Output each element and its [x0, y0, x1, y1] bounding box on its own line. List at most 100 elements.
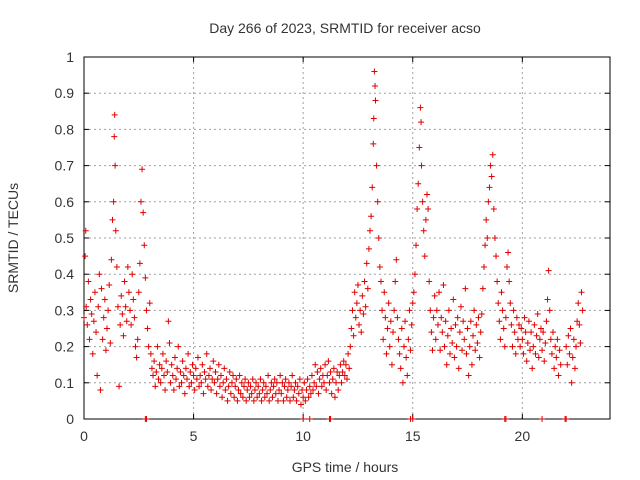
data-point — [125, 289, 132, 296]
data-point — [175, 343, 182, 350]
data-point — [391, 307, 398, 314]
data-point — [259, 387, 266, 394]
data-point — [418, 119, 425, 126]
data-point — [124, 263, 131, 270]
data-point — [260, 379, 267, 386]
data-point — [199, 361, 206, 368]
data-point — [142, 274, 149, 281]
data-point — [155, 376, 162, 383]
data-point — [428, 329, 435, 336]
data-point — [300, 416, 307, 422]
data-point — [456, 329, 463, 336]
data-point — [104, 325, 111, 332]
data-point — [83, 303, 90, 310]
data-point — [180, 372, 187, 379]
data-point — [150, 372, 157, 379]
data-point — [437, 347, 444, 354]
data-point — [233, 376, 240, 383]
data-point — [473, 321, 480, 328]
data-point — [242, 376, 249, 383]
data-point — [476, 354, 483, 361]
data-point — [305, 394, 312, 401]
data-point — [310, 387, 317, 394]
data-point — [272, 390, 279, 397]
data-point — [119, 311, 126, 318]
data-point — [140, 209, 147, 216]
data-point — [325, 358, 332, 365]
data-point — [191, 387, 198, 394]
data-point — [157, 379, 164, 386]
data-point — [306, 383, 313, 390]
data-point — [405, 336, 412, 343]
data-point — [439, 329, 446, 336]
data-point — [81, 314, 87, 321]
data-point — [128, 321, 135, 328]
y-tick-label: 0.1 — [55, 375, 75, 391]
data-point — [460, 318, 467, 325]
data-point — [457, 303, 464, 310]
x-axis-label: GPS time / hours — [292, 459, 399, 475]
data-point — [267, 387, 274, 394]
data-point — [102, 347, 109, 354]
data-point — [246, 394, 253, 401]
data-point — [533, 332, 540, 339]
data-point — [414, 206, 421, 213]
data-point — [563, 416, 570, 422]
data-point — [507, 300, 514, 307]
data-point — [573, 343, 580, 350]
data-point — [341, 372, 348, 379]
data-point — [147, 350, 154, 357]
data-point — [289, 372, 296, 379]
y-tick-label: 0.8 — [55, 121, 75, 137]
data-point — [436, 289, 443, 296]
data-point — [467, 318, 474, 325]
data-point — [90, 318, 97, 325]
data-point — [577, 339, 584, 346]
data-point — [380, 336, 387, 343]
data-point — [512, 350, 519, 357]
data-point — [116, 383, 123, 390]
data-point — [425, 206, 432, 213]
data-point — [358, 329, 365, 336]
data-point — [459, 347, 466, 354]
data-point — [568, 379, 575, 386]
data-point — [278, 390, 285, 397]
data-point — [135, 289, 142, 296]
data-point — [118, 292, 125, 299]
data-point — [434, 321, 441, 328]
data-point — [143, 416, 150, 422]
data-point — [174, 365, 181, 372]
data-point — [215, 361, 222, 368]
axis-ticks: 0 5 10 15 20 0 0.1 0.2 0.3 0.4 0.5 0.6 0.7 0.8 0.9 1 — [55, 49, 610, 444]
data-point — [240, 383, 247, 390]
data-point — [280, 397, 287, 404]
data-point — [351, 289, 358, 296]
data-point — [109, 216, 116, 223]
data-point — [510, 307, 517, 314]
data-point — [410, 289, 417, 296]
y-tick-label: 0.2 — [55, 339, 75, 355]
data-point — [347, 343, 354, 350]
data-point — [179, 358, 186, 365]
data-point — [316, 376, 323, 383]
y-tick-label: 0 — [66, 411, 74, 427]
data-point — [133, 354, 140, 361]
data-point — [502, 314, 509, 321]
data-point — [444, 332, 451, 339]
data-point — [168, 361, 175, 368]
data-point — [336, 372, 343, 379]
data-point — [519, 336, 526, 343]
data-point — [148, 365, 155, 372]
data-point — [134, 336, 141, 343]
data-point — [447, 350, 454, 357]
data-point — [89, 350, 96, 357]
data-point — [485, 198, 492, 205]
y-tick-label: 0.9 — [55, 85, 75, 101]
data-point — [475, 314, 482, 321]
data-point — [187, 368, 194, 375]
data-point — [214, 376, 221, 383]
data-point — [379, 307, 386, 314]
data-point — [493, 253, 500, 260]
data-point — [293, 397, 300, 404]
